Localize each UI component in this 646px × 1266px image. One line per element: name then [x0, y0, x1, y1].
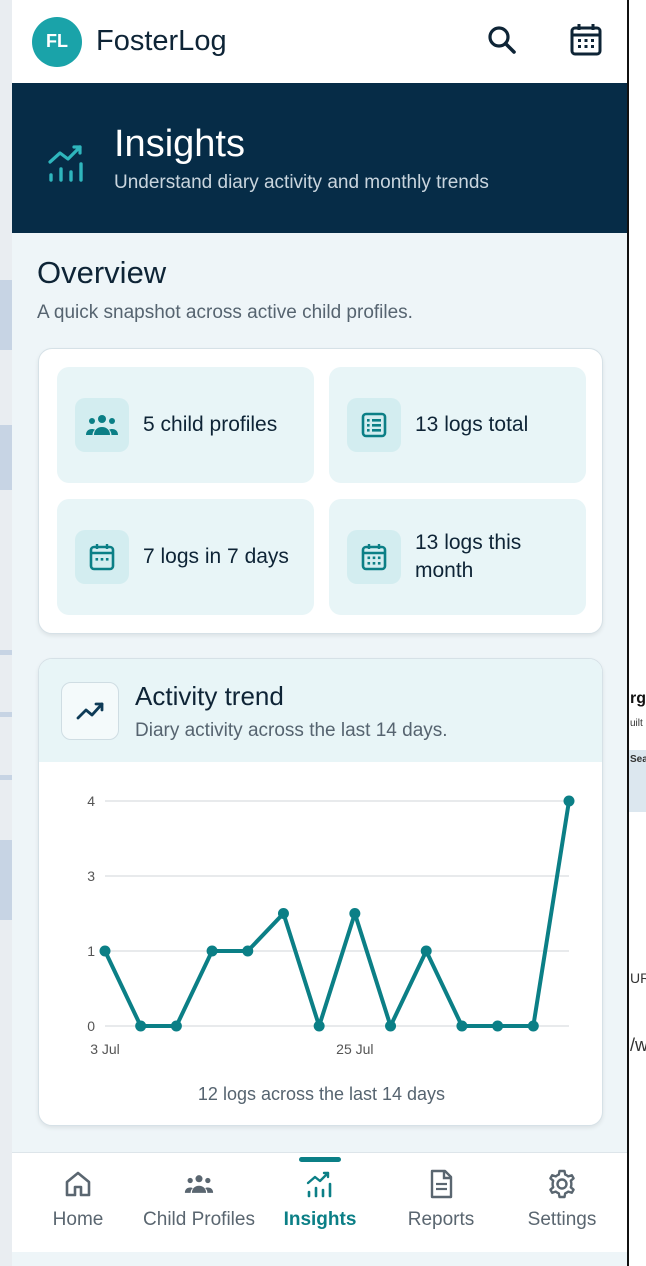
data-point [349, 908, 361, 919]
calendar-icon [89, 544, 115, 571]
stat-label: 5 child profiles [143, 413, 278, 436]
app-window: FL FosterLog Insights Understand diary a… [12, 0, 629, 1266]
calendar-grid-icon [361, 544, 387, 571]
y-tick-label: 3 [87, 868, 95, 884]
background-text: UR [630, 970, 646, 986]
list-icon [361, 412, 387, 438]
data-point [456, 1020, 468, 1032]
background-text: uilt [630, 718, 643, 729]
app-title: FosterLog [96, 25, 227, 57]
nav-reports[interactable]: Reports [381, 1153, 501, 1253]
nav-child-profiles[interactable]: Child Profiles [139, 1153, 259, 1253]
data-point [527, 1020, 539, 1032]
bottom-navigation: Home Child Profiles Insights Reports Set… [12, 1152, 627, 1253]
background-text: /w [630, 1035, 646, 1055]
series-line [103, 800, 571, 1028]
stat-logs-total[interactable]: 13 logs total [329, 367, 586, 483]
gear-icon [549, 1169, 575, 1199]
activity-trend-title: Activity trend [135, 681, 284, 711]
trend-line-icon [76, 702, 104, 720]
stat-label: 13 logs total [415, 413, 529, 436]
activity-line-chart: 0 1 3 4 3 Jul 25 Jul [87, 793, 575, 1057]
chart-summary: 12 logs across the last 14 days [197, 1084, 446, 1104]
y-tick-label: 4 [87, 793, 95, 809]
nav-settings[interactable]: Settings [502, 1153, 622, 1253]
insights-header: Insights Understand diary activity and m… [12, 83, 627, 233]
calendar-button[interactable] [568, 22, 604, 58]
background-window-left [0, 0, 12, 1266]
data-point [135, 1020, 147, 1032]
activity-trend-subtitle: Diary activity across the last 14 days. [135, 720, 448, 741]
data-point [277, 908, 289, 919]
page-title: Insights [114, 123, 245, 165]
insights-icon [306, 1171, 332, 1198]
data-point [563, 795, 575, 807]
y-tick-label: 0 [87, 1018, 95, 1034]
overview-card: 5 child profiles 13 logs total 7 logs in… [38, 348, 603, 634]
nav-label: Settings [527, 1209, 597, 1230]
data-point [99, 945, 111, 957]
search-icon [488, 26, 516, 54]
stat-label: 13 logs this month [415, 531, 522, 582]
top-app-bar: FL FosterLog [12, 0, 627, 83]
people-icon [86, 415, 118, 435]
avatar-initials: FL [46, 31, 68, 51]
people-icon [184, 1175, 214, 1193]
bottom-strip [12, 1252, 627, 1266]
background-text: rg [630, 690, 646, 707]
data-point [242, 945, 254, 957]
nav-home[interactable]: Home [18, 1153, 138, 1253]
avatar[interactable]: FL [32, 16, 82, 67]
data-point [492, 1020, 504, 1032]
nav-label: Child Profiles [143, 1209, 255, 1230]
background-window-right: rg uilt Sear UR /w [629, 0, 646, 1266]
document-icon [430, 1169, 453, 1199]
calendar-icon [570, 24, 602, 56]
data-point [170, 1020, 182, 1032]
search-button[interactable] [484, 22, 520, 58]
nav-label: Insights [283, 1209, 357, 1230]
activity-trend-card: Activity trend Diary activity across the… [38, 658, 603, 1126]
home-icon [65, 1171, 91, 1197]
stat-logs-this-month[interactable]: 13 logs this month [329, 499, 586, 615]
active-tab-indicator [299, 1157, 341, 1162]
data-point [313, 1020, 325, 1032]
nav-label: Home [52, 1209, 104, 1230]
data-point [206, 945, 218, 957]
page-subtitle: Understand diary activity and monthly tr… [114, 172, 489, 193]
insights-icon [48, 145, 83, 182]
nav-insights[interactable]: Insights [260, 1153, 380, 1253]
overview-subtitle: A quick snapshot across active child pro… [37, 302, 413, 323]
x-tick-label: 25 Jul [336, 1041, 373, 1057]
stat-child-profiles[interactable]: 5 child profiles [57, 367, 314, 483]
y-tick-label: 1 [87, 943, 95, 959]
stat-logs-7-days[interactable]: 7 logs in 7 days [57, 499, 314, 615]
nav-label: Reports [407, 1209, 475, 1230]
overview-title: Overview [37, 255, 167, 290]
stat-label: 7 logs in 7 days [143, 545, 289, 568]
data-point [385, 1020, 397, 1032]
x-tick-label: 3 Jul [90, 1041, 120, 1057]
activity-trend-header: Activity trend Diary activity across the… [39, 659, 602, 762]
data-point [420, 945, 432, 957]
background-text: Sear [630, 754, 646, 765]
